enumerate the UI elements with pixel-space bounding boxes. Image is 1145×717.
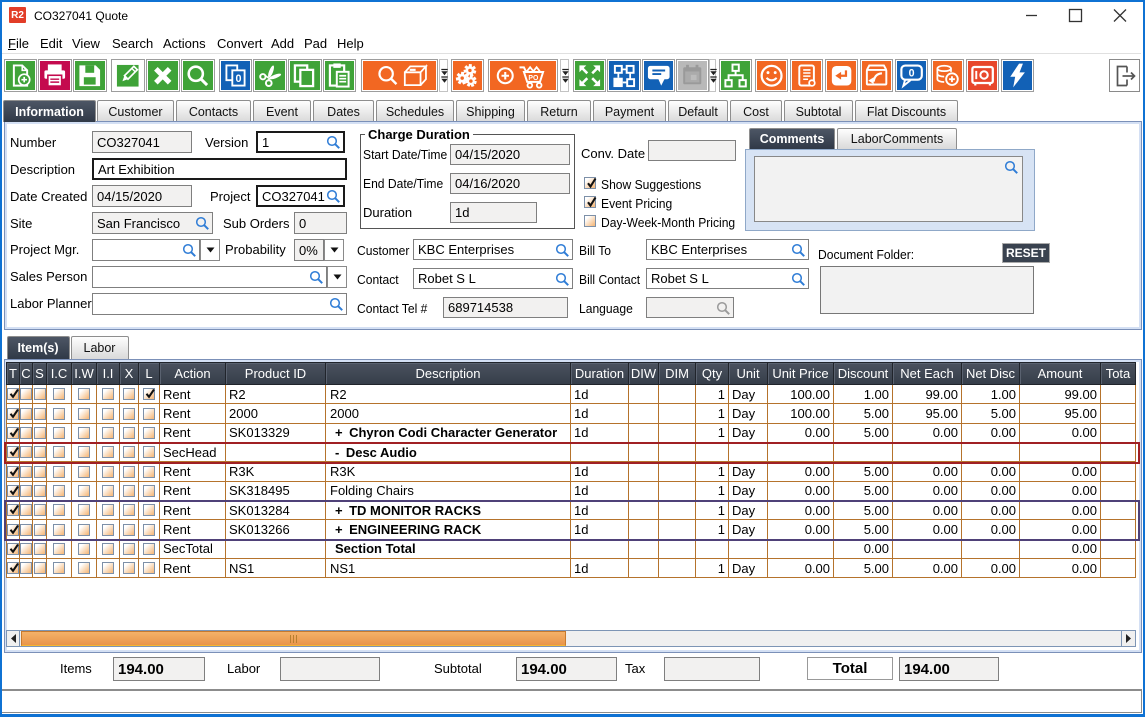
svg-text:PO: PO	[529, 74, 540, 81]
svg-text:0: 0	[235, 73, 241, 85]
svg-text:0: 0	[909, 67, 915, 79]
